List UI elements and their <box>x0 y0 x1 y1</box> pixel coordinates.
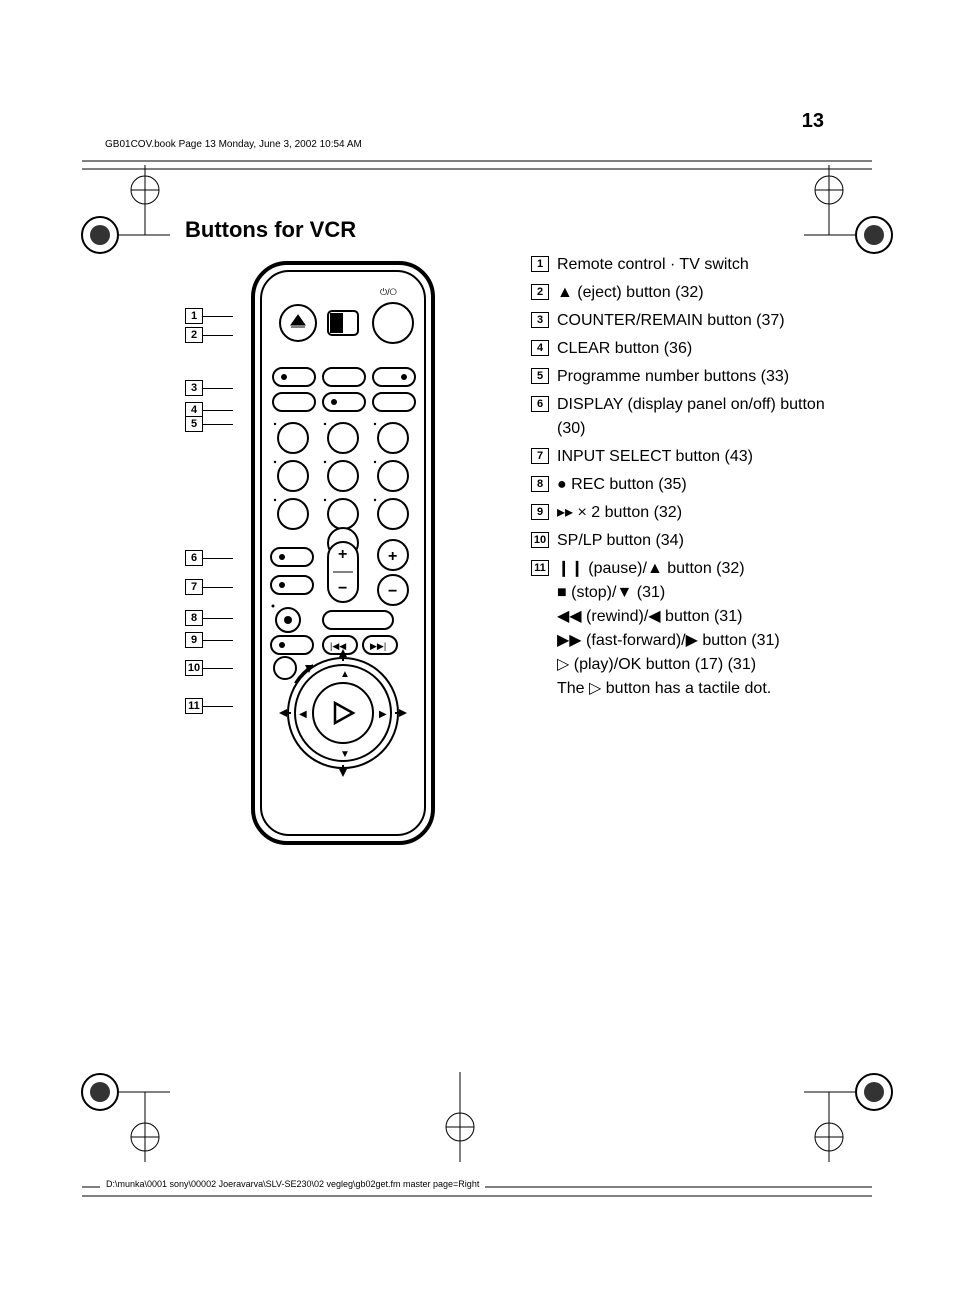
footer-filepath-text: D:\munka\0001 sony\00002 Joeravarva\SLV-… <box>100 1179 485 1189</box>
callout-1: 1 <box>185 308 233 324</box>
svg-text:|◀◀: |◀◀ <box>330 641 346 651</box>
callout-5: 5 <box>185 416 233 432</box>
legend-list: 1Remote control · TV switch 2▲ (eject) bu… <box>531 253 844 858</box>
callout-9: 9 <box>185 632 233 648</box>
svg-text:▲: ▲ <box>340 669 350 680</box>
callout-6: 6 <box>185 550 233 566</box>
svg-text:▶▶|: ▶▶| <box>370 641 386 651</box>
crop-mark-bl <box>80 1072 170 1162</box>
callout-10: 10 <box>185 660 233 676</box>
callout-7: 7 <box>185 579 233 595</box>
legend-item-9: 9▸▸ × 2 button (32) <box>531 501 844 525</box>
section-title: Buttons for VCR <box>185 217 356 243</box>
crop-mark-bc <box>430 1072 490 1162</box>
svg-text:⏻/⭘: ⏻/⭘ <box>380 287 397 297</box>
callout-3: 3 <box>185 380 233 396</box>
header-filepath <box>82 148 872 174</box>
legend-item-10: 10SP/LP button (34) <box>531 529 844 553</box>
legend-item-6: 6DISPLAY (display panel on/off) button (… <box>531 393 844 441</box>
svg-text:−: − <box>388 583 397 600</box>
callout-11: 11 <box>185 698 233 714</box>
svg-text:◀: ◀ <box>299 709 307 720</box>
crop-mark-tr <box>804 165 894 255</box>
legend-item-3: 3COUNTER/REMAIN button (37) <box>531 309 844 333</box>
svg-text:−: − <box>338 580 347 597</box>
crop-mark-br <box>804 1072 894 1162</box>
legend-item-2: 2▲ (eject) button (32) <box>531 281 844 305</box>
legend-item-4: 4CLEAR button (36) <box>531 337 844 361</box>
remote-diagram: 1234567891011 ⏻/⭘ <box>185 253 495 858</box>
legend-item-5: 5Programme number buttons (33) <box>531 365 844 389</box>
legend-item-11: 11❙❙ (pause)/▲ button (32)■ (stop)/▼ (31… <box>531 557 844 701</box>
callout-2: 2 <box>185 327 233 343</box>
svg-text:+: + <box>338 546 347 563</box>
legend-item-8: 8● REC button (35) <box>531 473 844 497</box>
legend-item-1: 1Remote control · TV switch <box>531 253 844 277</box>
page-number: 13 <box>802 110 824 133</box>
svg-text:▼: ▼ <box>340 749 350 760</box>
header-filepath-text: GB01COV.book Page 13 Monday, June 3, 200… <box>105 139 368 150</box>
callout-8: 8 <box>185 610 233 626</box>
svg-text:▶: ▶ <box>379 709 387 720</box>
svg-text:+: + <box>388 548 397 565</box>
legend-item-7: 7INPUT SELECT button (43) <box>531 445 844 469</box>
crop-mark-tl <box>80 165 170 255</box>
